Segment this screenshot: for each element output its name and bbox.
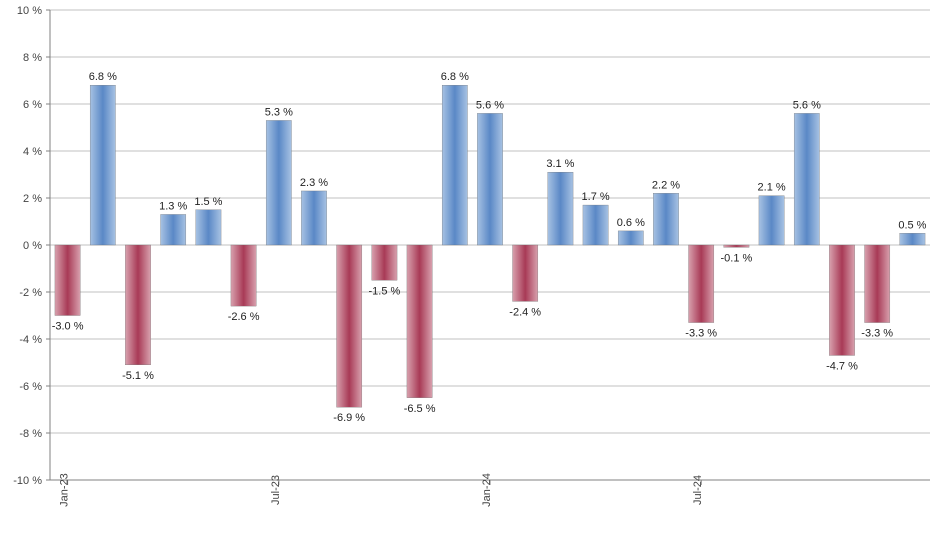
bar [513,245,538,301]
bar [829,245,854,355]
bar-value-label: -0.1 % [721,252,753,264]
bar [865,245,890,323]
bar-value-label: 6.8 % [441,71,469,83]
bar-value-label: 2.3 % [300,177,328,189]
ytick-label: -10 % [13,475,42,487]
bar-value-label: 5.6 % [793,99,821,111]
bar-value-label: -4.7 % [826,360,858,372]
bar-value-label: 1.5 % [194,196,222,208]
bar [442,85,467,245]
bar-value-label: -3.3 % [861,328,893,340]
bar [90,85,115,245]
bar-value-label: 2.2 % [652,179,680,191]
bar [583,205,608,245]
bar-value-label: -3.0 % [52,321,84,333]
ytick-label: -6 % [19,381,42,393]
bar-value-label: -6.5 % [404,403,436,415]
bar-value-label: 0.6 % [617,217,645,229]
xtick-label: Jul-23 [270,475,282,505]
bar-value-label: -5.1 % [122,370,154,382]
ytick-label: 8 % [23,52,42,64]
xtick-label: Jul-24 [692,475,704,505]
bar [161,214,186,245]
bar-value-label: 2.1 % [758,182,786,194]
bar-value-label: -2.6 % [228,311,260,323]
bar-value-label: -3.3 % [685,328,717,340]
bar-chart: -10 % -8 % -6 % -4 % -2 % 0 % 2 % 4 % 6 % 8 % 10 %… [0,0,940,550]
bar-value-label: 5.6 % [476,99,504,111]
bar [618,231,643,245]
ytick-label: -4 % [19,334,42,346]
ytick-label: 2 % [23,193,42,205]
bar [794,113,819,245]
bar [125,245,150,365]
bar [900,233,925,245]
bar [301,191,326,245]
bar-value-label: -1.5 % [369,285,401,297]
bar-value-label: 5.3 % [265,106,293,118]
ytick-label: 6 % [23,99,42,111]
xtick-label: Jan-23 [59,473,71,507]
bar-value-label: -2.4 % [509,306,541,318]
bar [407,245,432,398]
bar-value-label: 3.1 % [546,158,574,170]
bar [372,245,397,280]
ytick-label: 4 % [23,146,42,158]
ytick-label: -8 % [19,428,42,440]
bar-value-label: 1.3 % [159,200,187,212]
bar-value-label: -6.9 % [333,412,365,424]
bar [759,196,784,245]
bar [231,245,256,306]
bar [55,245,80,316]
bar-value-label: 6.8 % [89,71,117,83]
bar [724,245,749,247]
bar-value-label: 0.5 % [898,219,926,231]
bar-value-label: 1.7 % [582,191,610,203]
bar [337,245,362,407]
xtick-label: Jan-24 [481,473,493,507]
bar [548,172,573,245]
bar [477,113,502,245]
ytick-label: 0 % [23,240,42,252]
bar [653,193,678,245]
ytick-label: -2 % [19,287,42,299]
bar [196,210,221,245]
bar [266,120,291,245]
ytick-label: 10 % [17,5,42,17]
bar [689,245,714,323]
